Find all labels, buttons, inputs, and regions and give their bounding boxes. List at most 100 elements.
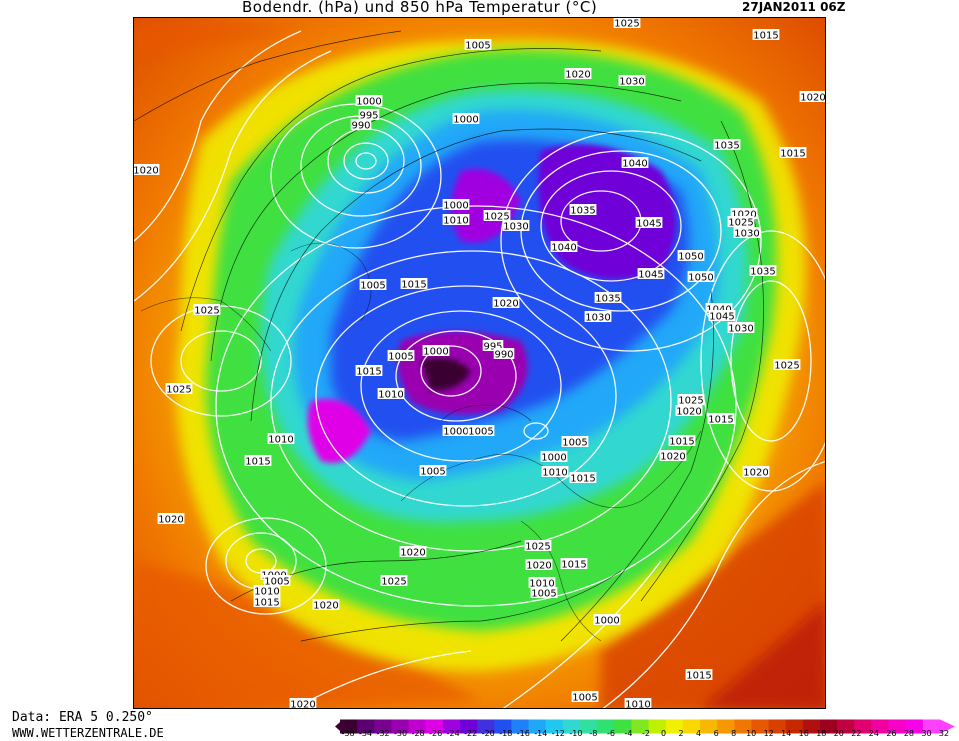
isobar-label-text: 1005 xyxy=(420,467,445,478)
colorbar-swatch xyxy=(425,719,444,734)
isobar-label-text: 1045 xyxy=(709,312,734,323)
isobar-label-text: 1030 xyxy=(619,77,644,88)
isobar-label: 1015 xyxy=(569,472,597,485)
colorbar-tick-label: -12 xyxy=(551,729,565,738)
isobar-label-text: 1005 xyxy=(468,427,493,438)
colorbar-tick-label: -10 xyxy=(569,729,583,738)
isobar-label-text: 1025 xyxy=(614,19,639,30)
isobar-label-text: 1015 xyxy=(570,474,595,485)
cold-core-hudson xyxy=(307,399,371,463)
isobar-label: 995 xyxy=(358,109,380,122)
isobar-label-text: 1020 xyxy=(134,166,159,177)
isobar-label: 1020 xyxy=(659,450,687,463)
isobar-label-text: 1010 xyxy=(625,700,650,710)
colorbar-tick-label: 2 xyxy=(678,729,684,738)
colorbar-tick-label: -22 xyxy=(464,729,478,738)
isobar-label-text: 990 xyxy=(351,121,370,132)
isobar-label-text: 1005 xyxy=(360,281,385,292)
colorbar-tick-label: 32 xyxy=(938,729,950,738)
website-link[interactable]: WWW.WETTERZENTRALE.DE xyxy=(12,726,164,740)
colorbar-ticks: -38 -34 -32 -30 -28 -26 -24 -22 -20 -18 -16 -14 -12-… xyxy=(340,729,952,741)
colorbar-swatch xyxy=(408,719,427,734)
isobar-label: 1040 xyxy=(621,157,649,170)
isobar-label-text: 1015 xyxy=(356,367,381,378)
isobar-label: 1015 xyxy=(779,147,807,160)
colorbar-tick-label: 26 xyxy=(886,729,897,738)
isobar-label: 1020 xyxy=(492,297,520,310)
colorbar-swatch xyxy=(854,719,872,734)
isobar-label: 1015 xyxy=(685,669,713,682)
colorbar-tick-label: 30 xyxy=(921,729,932,738)
colorbar-swatch xyxy=(460,719,478,734)
isobar-label: 1000 xyxy=(452,113,480,126)
colorbar-swatch xyxy=(442,719,461,734)
isobar-label: 1020 xyxy=(799,91,825,104)
isobar-label-text: 1000 xyxy=(443,201,468,212)
isobar-label-text: 1030 xyxy=(728,324,753,335)
isobar-label-text: 1025 xyxy=(678,396,703,407)
isobar-label: 1025 xyxy=(613,18,641,30)
isobar-label-text: 1025 xyxy=(381,577,406,588)
isobar-label-text: 1015 xyxy=(669,437,694,448)
isobar-label: 1015 xyxy=(707,413,735,426)
isobar-label: 1020 xyxy=(525,559,553,572)
isobar-label-text: 1000 xyxy=(453,115,478,126)
isobar-label-text: 1040 xyxy=(622,159,647,170)
colorbar-tick-label: -30 xyxy=(394,729,408,738)
isobar-label-text: 1015 xyxy=(708,415,733,426)
colorbar-swatch xyxy=(922,719,941,734)
isobar-labels: 1025101510051020103010201000995990100010… xyxy=(134,18,825,710)
colorbar-tick-label: -28 xyxy=(411,729,425,738)
isobar-label-text: 1020 xyxy=(400,548,425,559)
isobar-label-text: 1050 xyxy=(678,252,703,263)
colorbar-tick-label: -4 xyxy=(624,729,633,738)
colorbar-tick-label: 22 xyxy=(851,729,862,738)
isobar-label-text: 1030 xyxy=(585,313,610,324)
isobar-label-text: 1020 xyxy=(565,70,590,81)
isobar-label-text: 1020 xyxy=(526,561,551,572)
isobar-label-text: 1015 xyxy=(401,280,426,291)
isobar-label: 1025 xyxy=(677,394,705,407)
colorbar-tick-label: -16 xyxy=(516,729,530,738)
colorbar-tick-label: 28 xyxy=(903,729,915,738)
isobar-label: 1040 xyxy=(550,241,578,254)
isobar-label: 990 xyxy=(493,348,515,361)
isobar-label-text: 1035 xyxy=(570,206,595,217)
colorbar-tick-label: 20 xyxy=(833,729,844,738)
isobar-label: 1000 xyxy=(442,425,470,438)
isobar-label: 1030 xyxy=(502,220,530,233)
isobar-label-text: 1000 xyxy=(541,453,566,464)
isobar-label-text: 1005 xyxy=(531,589,556,600)
isobar-label: 1035 xyxy=(569,204,597,217)
isobar-label: 1045 xyxy=(708,310,736,323)
isobar-label: 995 xyxy=(482,340,504,353)
colorbar-tick-label: 18 xyxy=(816,729,827,738)
isobar-label: 1010 xyxy=(253,585,281,598)
coastlines xyxy=(140,242,702,642)
colorbar-swatch xyxy=(648,719,667,734)
isobar-label-text: 1015 xyxy=(561,560,586,571)
colorbar-swatch xyxy=(528,719,547,734)
colorbar-swatch xyxy=(717,719,735,734)
isobar-label: 1035 xyxy=(713,139,741,152)
isobar-label: 1015 xyxy=(752,29,780,42)
isobar-label: 1020 xyxy=(399,546,427,559)
isobar-label-text: 1020 xyxy=(493,299,518,310)
isobar-label-text: 1020 xyxy=(660,452,685,463)
isobar-label: 1025 xyxy=(483,210,511,223)
colorbar-tick-label: -38 xyxy=(341,729,355,738)
isobar-label-text: 1020 xyxy=(731,210,756,221)
colorbar-swatch xyxy=(700,719,718,734)
temperature-colorbar xyxy=(335,719,955,734)
colorbar-tick-label: 6 xyxy=(713,729,719,738)
colorbar-tick-label: -14 xyxy=(534,729,548,738)
isobar-label: 1025 xyxy=(524,540,552,553)
colorbar-tick-label: -26 xyxy=(429,729,443,738)
colorbar-swatch xyxy=(768,719,787,734)
isobar-label-text: 1015 xyxy=(245,457,270,468)
isobar-label: 1000 xyxy=(540,451,568,464)
isobar-label: 1005 xyxy=(467,425,495,438)
isobar-label: 1010 xyxy=(528,577,556,590)
isobar-label-text: 1025 xyxy=(194,306,219,317)
isobar-label: 1030 xyxy=(727,322,755,335)
